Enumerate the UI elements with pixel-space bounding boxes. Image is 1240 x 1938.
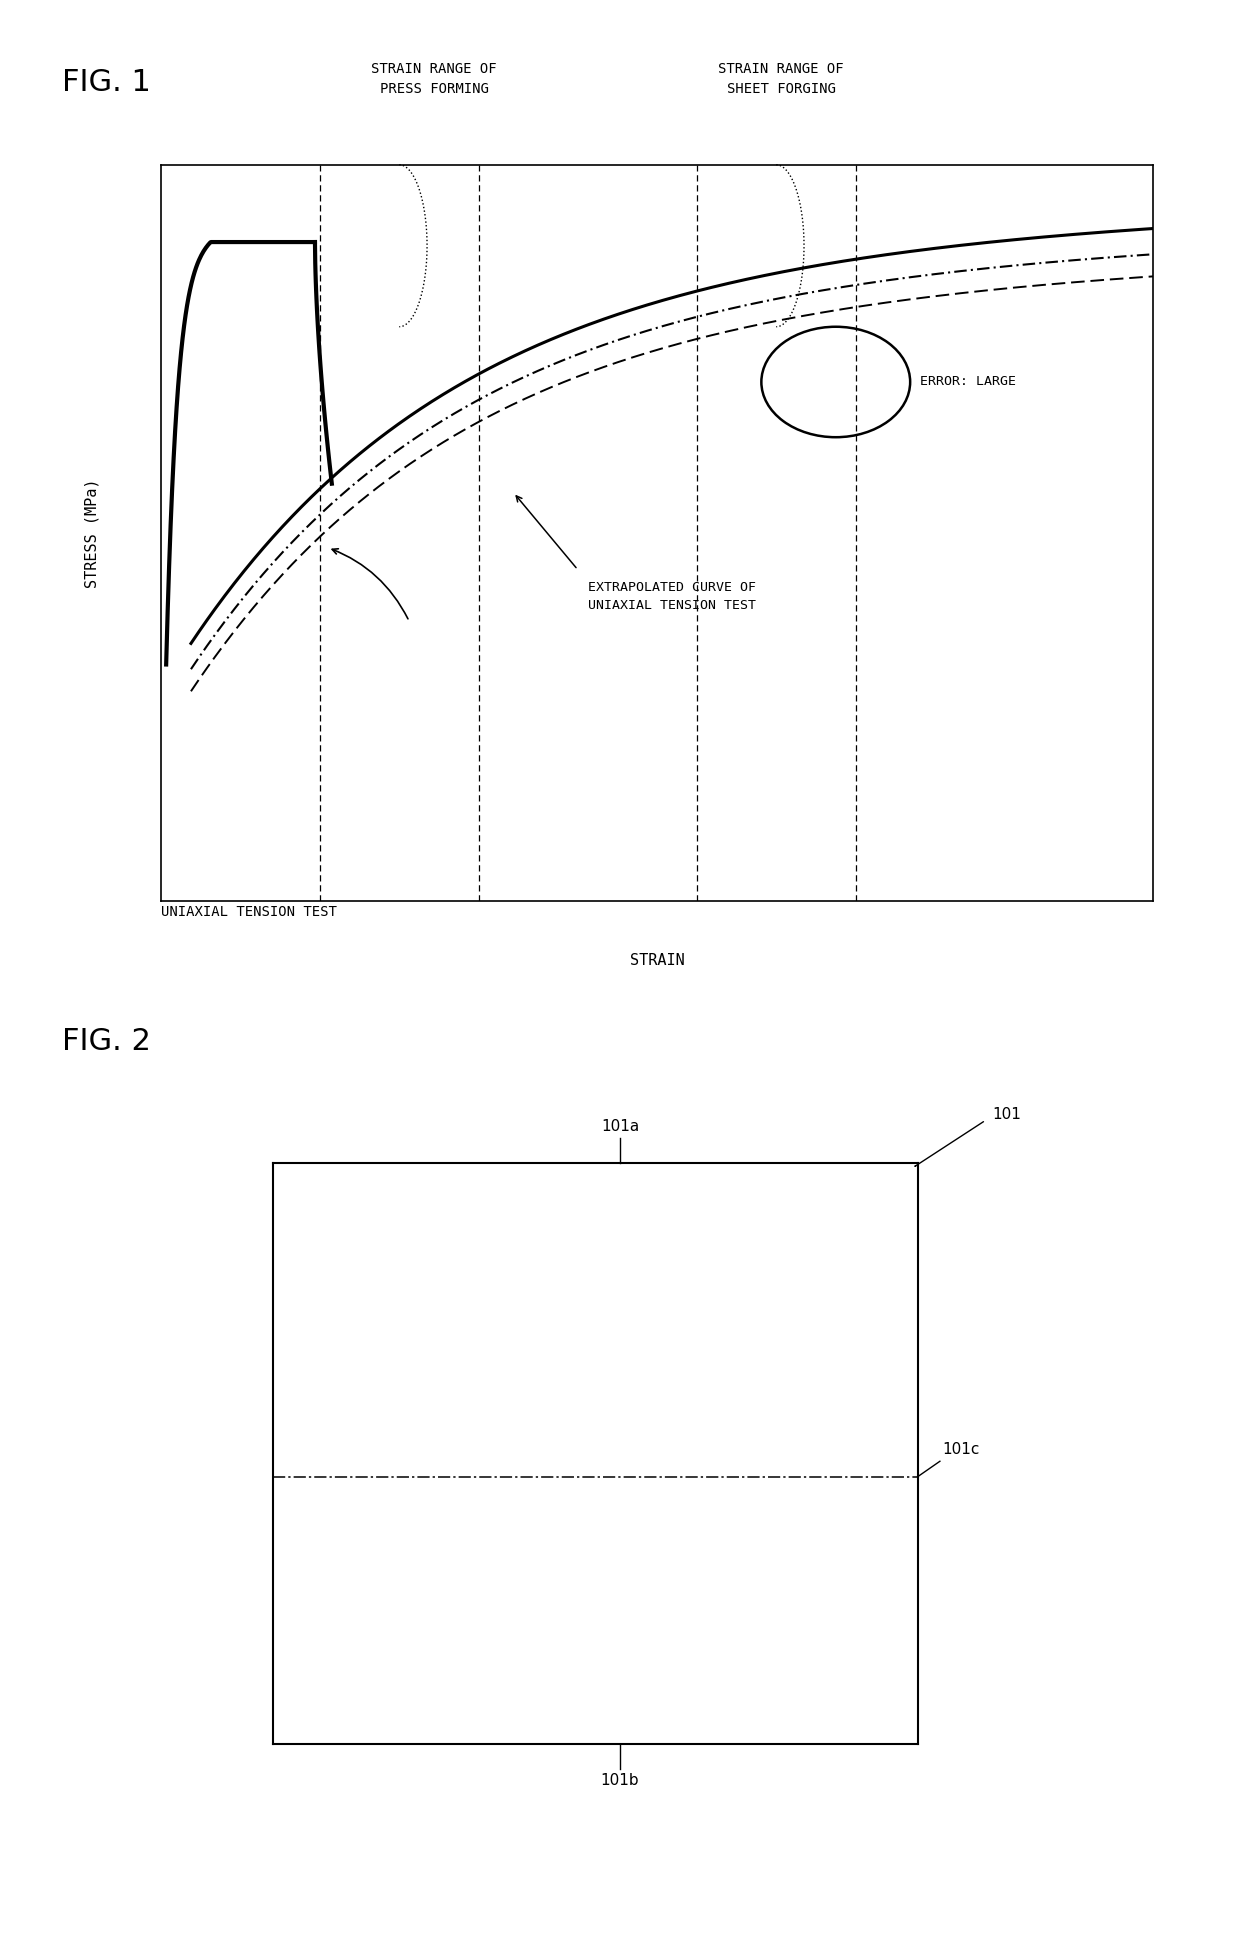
Text: 101: 101 — [992, 1107, 1021, 1122]
Text: STRAIN RANGE OF
PRESS FORMING: STRAIN RANGE OF PRESS FORMING — [371, 62, 497, 95]
Text: ERROR: LARGE: ERROR: LARGE — [920, 376, 1016, 388]
Text: FIG. 2: FIG. 2 — [62, 1027, 151, 1056]
Text: UNIAXIAL TENSION TEST: UNIAXIAL TENSION TEST — [161, 905, 337, 919]
Text: STRESS (MPa): STRESS (MPa) — [84, 479, 99, 587]
Text: FIG. 1: FIG. 1 — [62, 68, 151, 97]
Text: 101c: 101c — [942, 1442, 980, 1457]
Text: EXTRAPOLATED CURVE OF
UNIAXIAL TENSION TEST: EXTRAPOLATED CURVE OF UNIAXIAL TENSION T… — [588, 581, 755, 612]
Text: 101a: 101a — [601, 1118, 639, 1134]
Text: STRAIN: STRAIN — [630, 953, 684, 967]
Text: 101b: 101b — [600, 1773, 640, 1789]
Text: STRAIN RANGE OF
SHEET FORGING: STRAIN RANGE OF SHEET FORGING — [718, 62, 844, 95]
